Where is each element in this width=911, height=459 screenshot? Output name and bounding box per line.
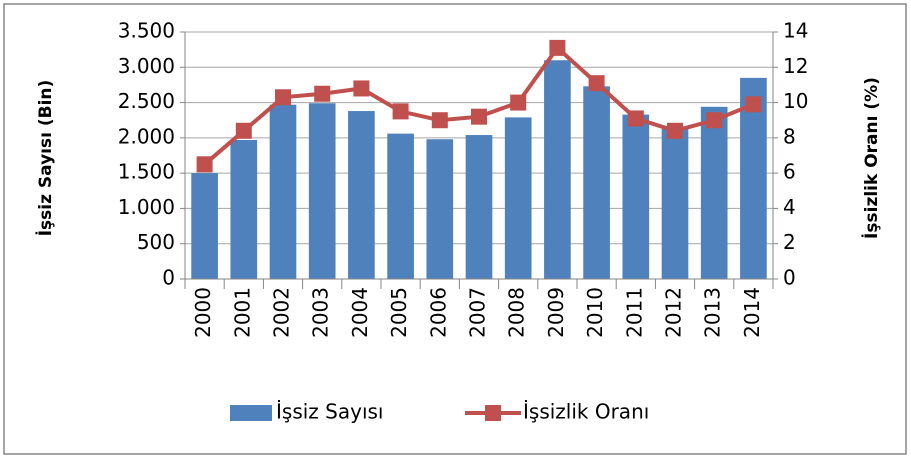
y2-tick-label: 4	[783, 195, 796, 219]
x-tick-label: 2014	[740, 287, 764, 338]
y2-axis-title: İşsizlik Oranı (%)	[860, 77, 882, 239]
y-tick-label: 0	[162, 266, 175, 290]
x-tick-label: 2007	[466, 287, 490, 338]
y-tick-label: 2.500	[118, 89, 175, 113]
y-tick-label: 1.000	[118, 195, 175, 219]
x-tick-label: 2002	[270, 287, 294, 338]
line-marker	[314, 85, 331, 102]
line-marker	[588, 75, 605, 92]
line-marker	[392, 103, 409, 120]
x-tick-label: 2012	[662, 287, 686, 338]
legend-label: İşsizlik Oranı	[523, 400, 649, 424]
legend-label: İşsiz Sayısı	[276, 400, 383, 424]
y2-tick-label: 2	[783, 230, 796, 254]
bar	[661, 128, 689, 279]
x-tick-label: 2005	[387, 287, 411, 338]
y2-tick-label: 0	[783, 266, 796, 290]
bar	[308, 103, 336, 279]
y-tick-label: 2.000	[118, 124, 175, 148]
bar	[583, 86, 610, 279]
x-tick-label: 2008	[505, 287, 529, 338]
line-marker	[275, 89, 291, 106]
y2-tick-label: 10	[783, 89, 808, 113]
y-tick-label: 3.500	[118, 19, 175, 43]
bar	[348, 111, 375, 279]
bar	[700, 106, 728, 279]
line-marker	[353, 80, 370, 97]
legend-marker	[485, 405, 501, 421]
y-axis-title: İşsiz Sayısı (Bin)	[34, 80, 56, 237]
line-marker	[510, 94, 527, 111]
bar	[465, 135, 493, 279]
y2-tick-label: 12	[783, 54, 808, 78]
line-marker	[667, 122, 683, 139]
y-tick-label: 1.500	[118, 160, 175, 184]
line-marker	[745, 96, 762, 113]
x-tick-label: 2013	[701, 287, 725, 338]
line-marker	[431, 112, 448, 129]
y2-tick-label: 14	[783, 19, 808, 43]
line-marker	[196, 156, 213, 173]
y2-tick-label: 6	[783, 160, 796, 184]
y2-tick-label: 8	[783, 124, 796, 148]
legend-swatch	[230, 405, 272, 421]
x-tick-label: 2001	[230, 287, 254, 338]
x-tick-label: 2011	[622, 287, 646, 338]
x-tick-label: 2000	[191, 287, 215, 338]
x-tick-label: 2009	[544, 287, 568, 338]
x-tick-label: 2010	[583, 287, 607, 338]
bar	[622, 114, 650, 279]
line-marker	[471, 108, 487, 125]
line-marker	[549, 39, 566, 56]
bar	[544, 60, 571, 279]
x-tick-label: 2003	[309, 287, 333, 338]
line-marker	[235, 122, 252, 139]
bar	[191, 173, 218, 279]
bar	[269, 104, 297, 279]
y-tick-label: 500	[137, 230, 175, 254]
x-tick-label: 2004	[348, 287, 372, 338]
line-marker	[706, 112, 723, 129]
x-tick-label: 2006	[426, 287, 450, 338]
bar	[504, 117, 532, 280]
bar	[230, 139, 258, 279]
y-tick-label: 3.000	[118, 54, 175, 78]
bar	[426, 139, 454, 279]
bar	[387, 133, 414, 279]
line-marker	[627, 110, 644, 127]
